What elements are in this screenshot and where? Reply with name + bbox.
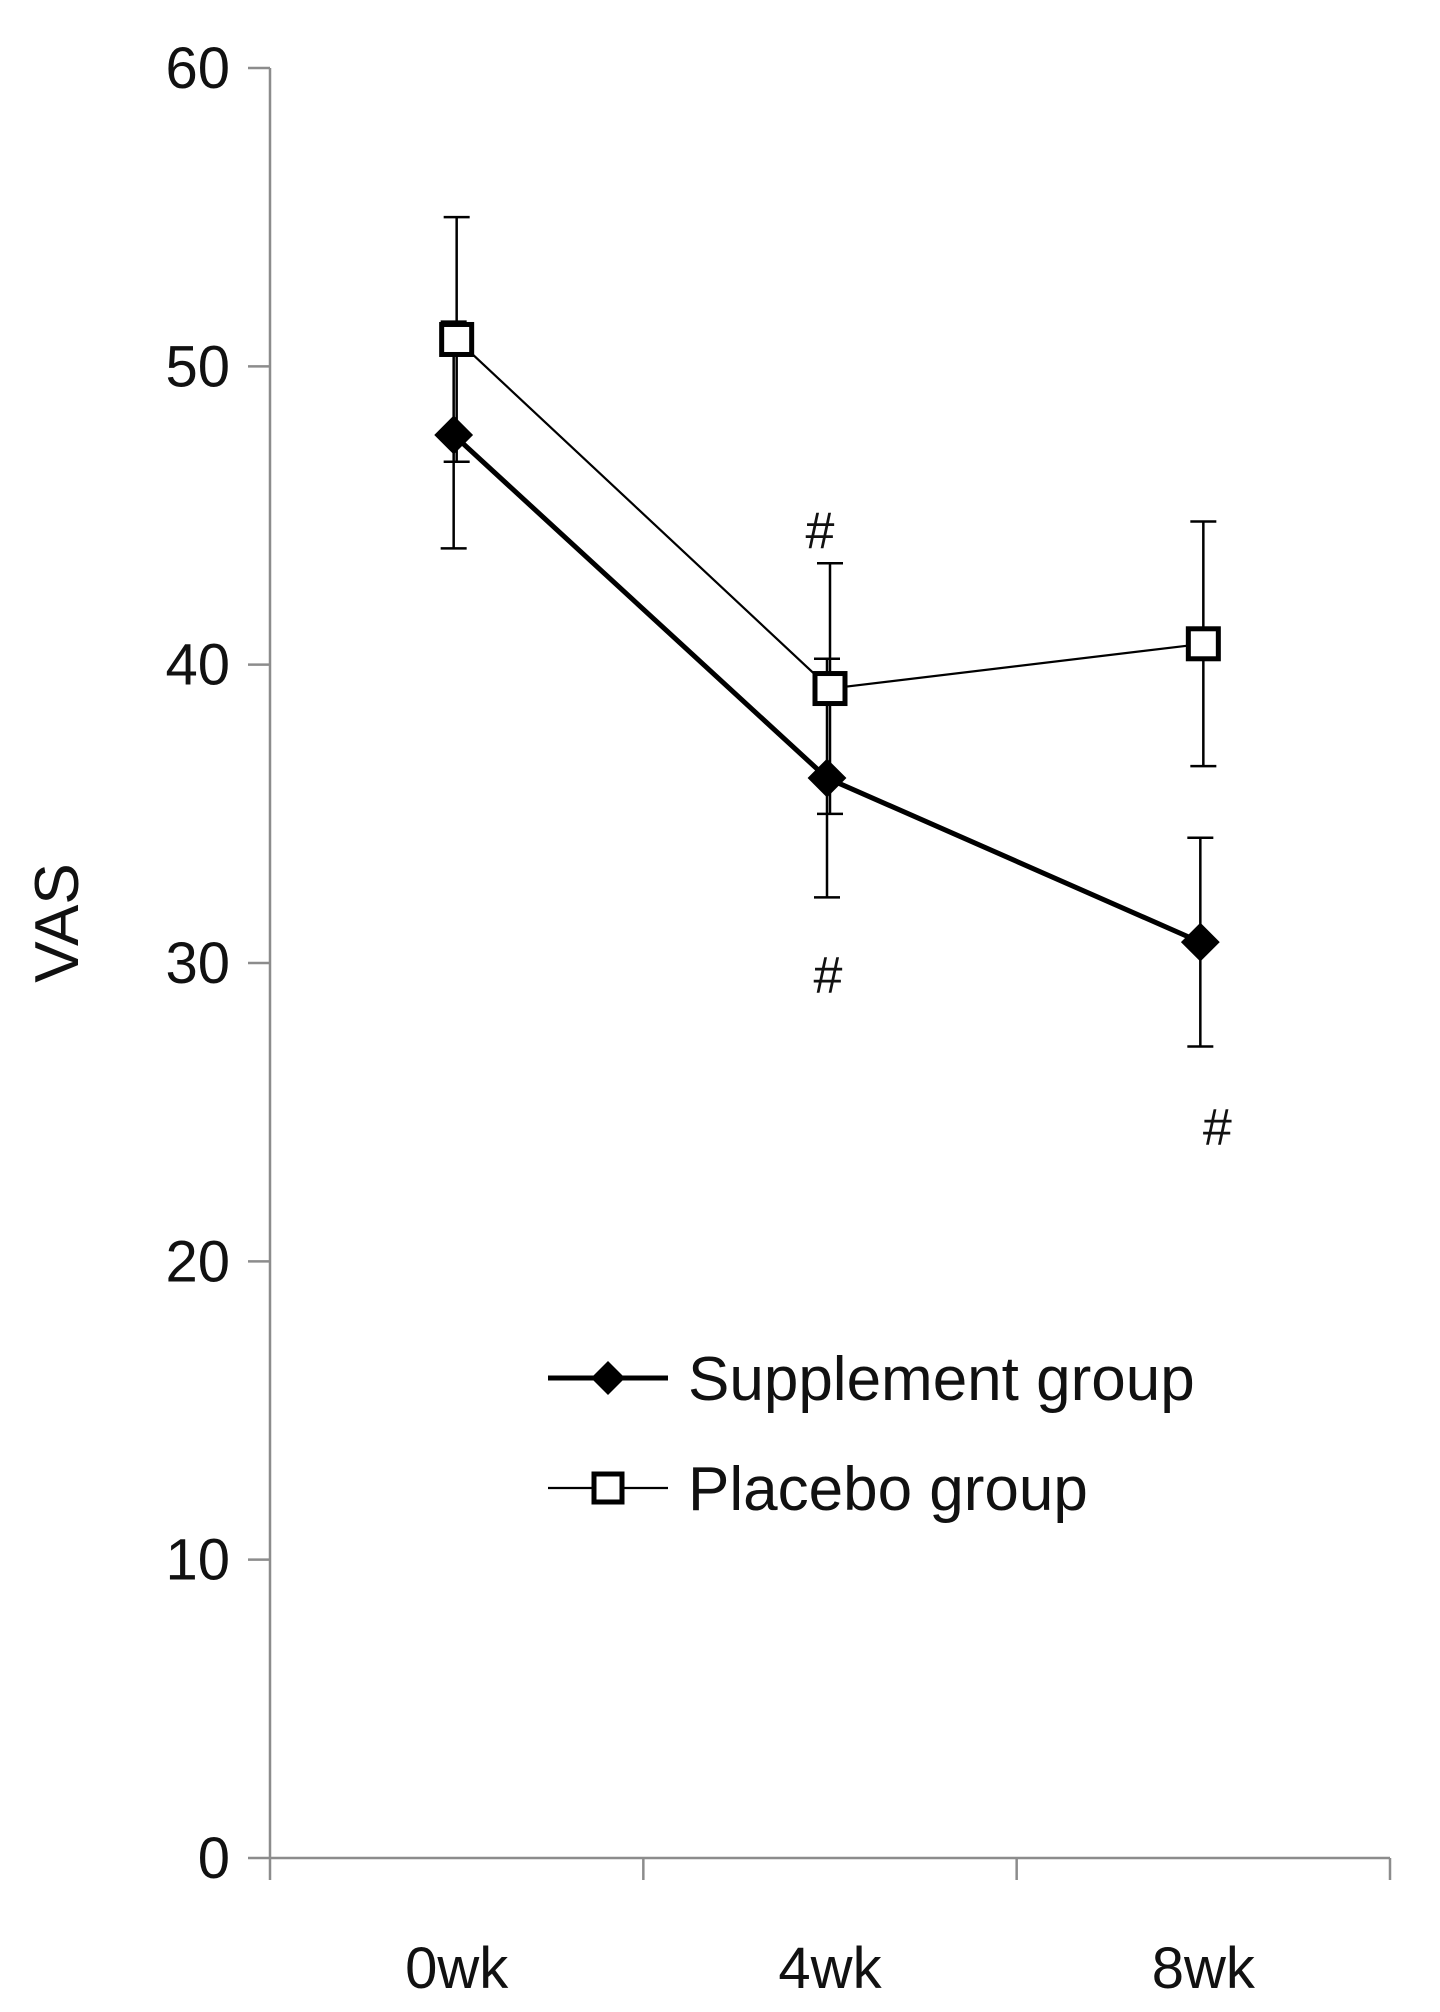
y-tick-label: 50: [165, 334, 230, 399]
y-tick-label: 0: [198, 1826, 230, 1891]
error-bars: [440, 215, 1217, 1048]
axes: 0 10 20 30 40 50 60 0wk 4wk 8wk: [165, 36, 1392, 2001]
legend-label: Supplement group: [688, 1345, 1195, 1414]
data-point-supplement: [1180, 922, 1220, 962]
markers: [434, 321, 1221, 962]
data-point-supplement: [434, 415, 474, 455]
data-point-placebo: [1185, 626, 1221, 662]
data-point-placebo: [439, 321, 475, 357]
legend-label: Placebo group: [688, 1455, 1088, 1524]
y-axis-title: VAS: [23, 863, 92, 982]
data-point-supplement: [807, 758, 847, 798]
x-tick-label: 8wk: [1152, 1936, 1256, 2001]
y-tick-label: 60: [165, 36, 230, 101]
x-tick-label: 0wk: [405, 1936, 509, 2001]
significance-mark: #: [1203, 1099, 1232, 1157]
series-lines: [451, 338, 1204, 945]
legend-marker-placebo: [591, 1471, 625, 1505]
y-tick-label: 30: [165, 931, 230, 996]
y-tick-label: 10: [165, 1528, 230, 1593]
y-tick-label: 40: [165, 633, 230, 698]
annotations: # # #: [806, 502, 1232, 1157]
y-tick-label: 20: [165, 1229, 230, 1294]
data-point-placebo: [812, 671, 848, 707]
significance-mark: #: [814, 947, 843, 1005]
x-tick-label: 4wk: [778, 1936, 882, 2001]
legend: Supplement group Placebo group: [548, 1345, 1195, 1524]
significance-mark: #: [806, 502, 835, 560]
legend-marker-supplement: [591, 1361, 625, 1395]
